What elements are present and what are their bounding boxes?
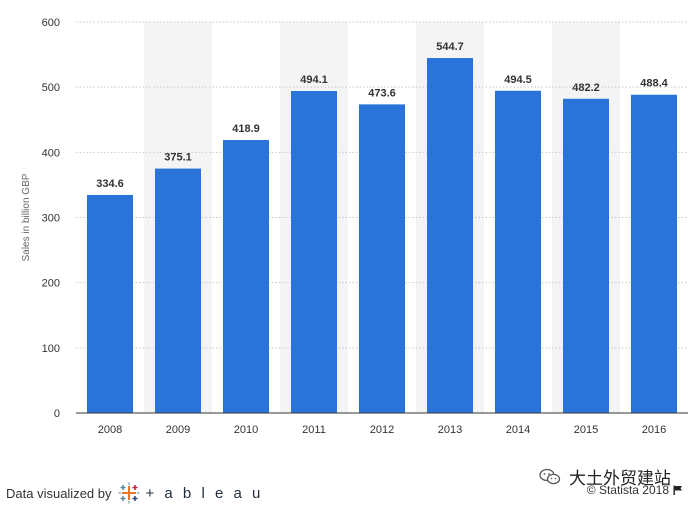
bar-value-label: 494.1 xyxy=(300,74,328,86)
bar-value-label: 544.7 xyxy=(436,41,464,53)
x-tick-label: 2011 xyxy=(302,424,326,436)
x-tick-label: 2016 xyxy=(642,424,666,436)
y-tick-label: 400 xyxy=(42,147,60,159)
tableau-cross-logo-icon xyxy=(118,482,139,504)
x-tick-label: 2009 xyxy=(166,424,190,436)
y-tick-label: 300 xyxy=(42,213,60,225)
x-tick-label: 2012 xyxy=(370,424,394,436)
bar-value-label: 418.9 xyxy=(232,123,260,135)
y-tick-label: 600 xyxy=(42,17,60,29)
flag-icon xyxy=(673,485,682,495)
y-axis-ticks: 0 100 200 300 400 500 600 xyxy=(42,17,60,420)
bar-2008[interactable] xyxy=(87,194,133,413)
bar-2013[interactable] xyxy=(427,58,473,413)
y-tick-label: 200 xyxy=(42,278,60,290)
data-visualized-by[interactable]: Data visualized by + a b l e a u xyxy=(6,482,263,504)
y-axis-label: Sales in billion GBP xyxy=(21,173,32,261)
x-tick-label: 2008 xyxy=(98,424,122,436)
credit-text: © Statista 2018 xyxy=(586,483,669,497)
bar-2016[interactable] xyxy=(631,94,677,413)
bar-value-label: 473.6 xyxy=(368,87,396,99)
wechat-watermark: 大土外贸建站 xyxy=(539,464,671,489)
x-tick-label: 2010 xyxy=(234,424,258,436)
bar-2012[interactable] xyxy=(359,104,405,413)
bar-value-label: 375.1 xyxy=(164,152,192,164)
tableau-wordmark: + a b l e a u xyxy=(145,484,264,502)
bar-chart: 0 100 200 300 400 500 600 334.6 375.1 418.9 494.1… xyxy=(21,17,688,436)
bar-2010[interactable] xyxy=(223,140,269,413)
watermark-text: 大土外贸建站 xyxy=(569,469,671,488)
x-tick-label: 2015 xyxy=(574,424,598,436)
bar-value-label: 334.6 xyxy=(96,178,124,190)
bar-value-label: 488.4 xyxy=(640,78,668,90)
bar-value-labels: 334.6 375.1 418.9 494.1 473.6 544.7 494.5 482.2… xyxy=(96,41,668,190)
statista-credit[interactable]: © Statista 2018 xyxy=(587,483,683,497)
wechat-icon xyxy=(539,468,561,484)
bar-2011[interactable] xyxy=(291,91,337,413)
y-tick-label: 500 xyxy=(42,82,60,94)
bar-2015[interactable] xyxy=(563,98,609,414)
bar-2009[interactable] xyxy=(155,168,201,413)
bar-value-label: 482.2 xyxy=(572,82,600,94)
visualized-by-label: Data visualized by xyxy=(6,485,112,501)
bar-2014[interactable] xyxy=(495,90,541,414)
x-tick-label: 2014 xyxy=(506,424,530,436)
y-tick-label: 100 xyxy=(42,343,60,355)
y-tick-label: 0 xyxy=(54,408,60,420)
bar-value-label: 494.5 xyxy=(504,74,532,86)
x-axis-ticks: 2008 2009 2010 2011 2012 2013 2014 2015 2016 xyxy=(98,424,666,436)
bars xyxy=(87,58,677,414)
x-tick-label: 2013 xyxy=(438,424,462,436)
